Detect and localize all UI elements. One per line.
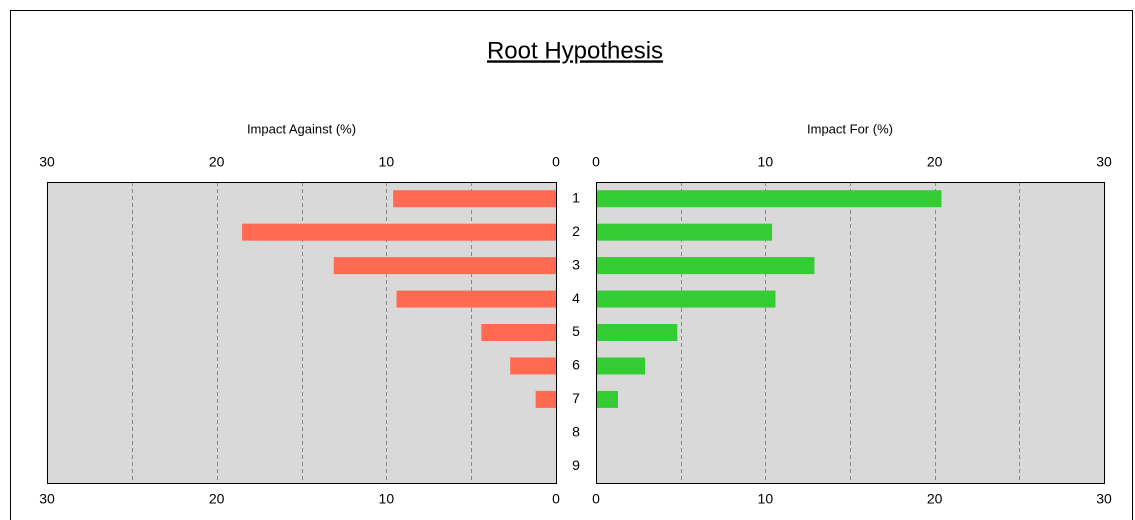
x-tick-label: 10 bbox=[758, 154, 774, 170]
bar bbox=[596, 290, 776, 308]
plot-border bbox=[596, 182, 1105, 484]
category-label: 3 bbox=[572, 256, 580, 272]
x-tick-label: 20 bbox=[209, 154, 225, 170]
x-tick-label: 30 bbox=[39, 491, 55, 507]
x-tick-label: 10 bbox=[758, 491, 774, 507]
bar bbox=[535, 390, 556, 408]
x-tick-label: 0 bbox=[552, 491, 560, 507]
bar bbox=[333, 257, 556, 275]
x-tick-label: 10 bbox=[379, 154, 395, 170]
x-tick-label: 0 bbox=[592, 491, 600, 507]
category-label: 1 bbox=[572, 189, 580, 205]
bar bbox=[596, 357, 646, 375]
x-tick-label: 20 bbox=[209, 491, 225, 507]
x-tick-label: 20 bbox=[927, 154, 943, 170]
category-label: 2 bbox=[572, 223, 580, 239]
bar bbox=[596, 390, 619, 408]
bar bbox=[596, 223, 773, 241]
x-tick-label: 0 bbox=[592, 154, 600, 170]
axis-label: Impact Against (%) bbox=[247, 121, 356, 136]
x-tick-label: 10 bbox=[379, 491, 395, 507]
x-tick-label: 30 bbox=[1096, 154, 1112, 170]
bar bbox=[596, 257, 815, 275]
bar bbox=[396, 290, 556, 308]
x-tick-label: 30 bbox=[39, 154, 55, 170]
bar bbox=[596, 324, 678, 341]
bar bbox=[510, 357, 556, 375]
category-label: 8 bbox=[572, 424, 580, 440]
bar bbox=[393, 190, 556, 208]
axis-label: Impact For (%) bbox=[807, 121, 893, 136]
category-label: 7 bbox=[572, 390, 580, 406]
plot-border bbox=[47, 182, 557, 484]
category-label: 9 bbox=[572, 457, 580, 473]
category-label: 4 bbox=[572, 290, 580, 306]
x-tick-label: 20 bbox=[927, 491, 943, 507]
x-tick-label: 0 bbox=[552, 154, 560, 170]
bar bbox=[596, 190, 942, 208]
x-tick-label: 30 bbox=[1096, 491, 1112, 507]
category-label: 5 bbox=[572, 323, 580, 339]
category-label: 6 bbox=[572, 357, 580, 373]
bar bbox=[481, 324, 556, 341]
chart-title: Root Hypothesis bbox=[487, 37, 663, 64]
bar bbox=[242, 223, 556, 241]
